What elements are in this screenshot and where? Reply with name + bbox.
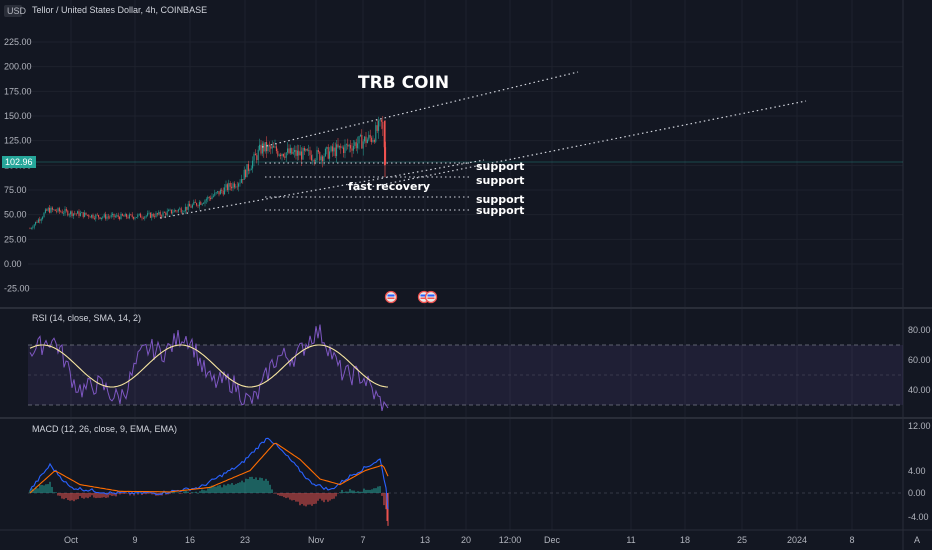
support-label-1[interactable]: support — [476, 160, 524, 173]
time-tick-label: 20 — [461, 535, 471, 545]
macd-tick-12: 12.00 — [908, 421, 931, 431]
upper-trendline[interactable] — [261, 71, 579, 148]
macd-tick-4: 4.00 — [908, 466, 926, 476]
macd-line — [29, 437, 389, 510]
horizontal-gridlines — [28, 41, 903, 290]
last-price-badge — [2, 156, 36, 168]
time-tick-label: Nov — [308, 535, 325, 545]
lower-trendline-1[interactable] — [159, 159, 485, 219]
time-tick-label: 11 — [626, 535, 635, 545]
us-flag-event-icon[interactable] — [424, 290, 438, 304]
time-scale[interactable]: Oct 9 16 23 Nov 7 13 20 12:00 Dec 11 18 25 2024 8 — [64, 535, 855, 545]
time-tick-label: Dec — [544, 535, 561, 545]
price-tick-label: 200.00 — [4, 62, 32, 72]
rsi-tick-40: 40.00 — [908, 385, 931, 395]
time-tick-label: 25 — [737, 535, 747, 545]
rsi-tick-80: 80.00 — [908, 325, 931, 335]
price-tick-label: 225.00 — [4, 37, 32, 47]
chart-title-annotation[interactable]: TRB COIN — [358, 73, 449, 93]
macd-tick-0: 0.00 — [908, 488, 926, 498]
time-tick-label: 2024 — [787, 535, 807, 545]
vertical-gridlines — [70, 0, 853, 530]
price-tick-label: 25.00 — [4, 234, 27, 244]
last-price-label: 102.96 — [5, 157, 33, 167]
currency-badge[interactable] — [4, 5, 22, 17]
macd-tick-neg4: -4.00 — [908, 512, 929, 522]
time-tick-label: 18 — [680, 535, 690, 545]
price-tick-label: -25.00 — [4, 284, 30, 294]
time-tick-label: 13 — [420, 535, 430, 545]
lower-trendline-2[interactable] — [354, 100, 807, 191]
rsi-title[interactable]: RSI (14, close, SMA, 14, 2) — [32, 313, 141, 323]
fast-recovery-annotation[interactable]: fast recovery — [348, 180, 430, 193]
support-label-4[interactable]: support — [476, 204, 524, 217]
price-tick-label: 50.00 — [4, 210, 27, 220]
macd-title[interactable]: MACD (12, 26, close, 9, EMA, EMA) — [32, 424, 177, 434]
support-label-2[interactable]: support — [476, 174, 524, 187]
us-flag-event-icon[interactable] — [384, 290, 398, 304]
rsi-tick-60: 60.00 — [908, 355, 931, 365]
time-tick-label: 7 — [360, 535, 365, 545]
price-tick-label: 125.00 — [4, 136, 32, 146]
price-tick-label: 75.00 — [4, 185, 27, 195]
price-tick-label: 0.00 — [4, 259, 22, 269]
macd-signal-line — [29, 442, 389, 494]
currency-badge-label: USD — [7, 6, 27, 16]
time-tick-label: 23 — [240, 535, 250, 545]
time-tick-label: 16 — [185, 535, 195, 545]
time-tick-label: Oct — [64, 535, 79, 545]
time-tick-label: 9 — [132, 535, 137, 545]
price-candles — [29, 116, 387, 230]
support-label-3[interactable]: support — [476, 193, 524, 206]
time-tick-label: 8 — [849, 535, 854, 545]
price-tick-label: 175.00 — [4, 86, 32, 96]
symbol-title[interactable]: Tellor / United States Dollar, 4h, COINB… — [32, 5, 207, 15]
time-tick-label: 12:00 — [499, 535, 522, 545]
rsi-ma-line — [29, 344, 389, 388]
price-tick-label: 150.00 — [4, 111, 32, 121]
auto-scale-toggle[interactable]: A — [914, 535, 920, 545]
rsi-line — [29, 324, 389, 412]
